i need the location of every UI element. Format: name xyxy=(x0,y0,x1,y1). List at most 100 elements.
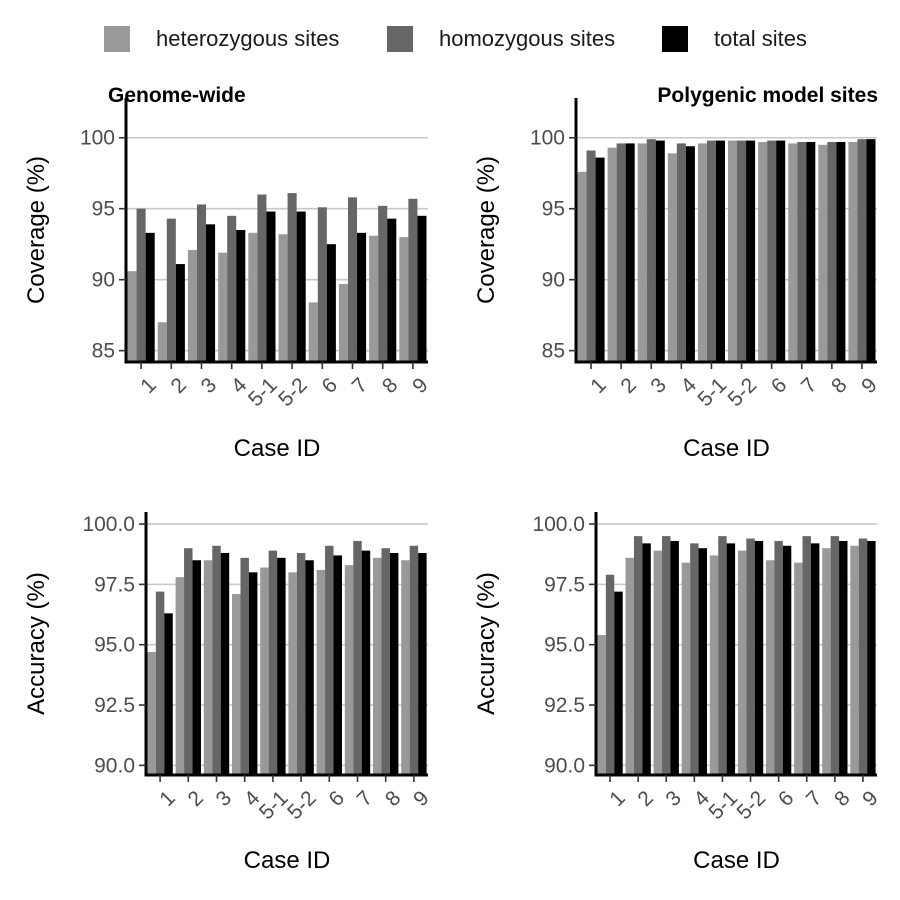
bar xyxy=(848,142,858,362)
x-tick-label: 8 xyxy=(830,786,855,811)
bar xyxy=(806,142,816,362)
bar xyxy=(399,237,409,362)
bar xyxy=(839,540,848,775)
x-tick-label: 2 xyxy=(183,786,208,811)
bar xyxy=(369,235,379,362)
y-tick-label: 95.0 xyxy=(94,634,135,657)
x-tick-label: 6 xyxy=(767,373,792,398)
bar xyxy=(277,557,286,775)
bar xyxy=(616,143,626,362)
legend-label-homozygous: homozygous sites xyxy=(439,26,616,51)
y-tick-label: 100.0 xyxy=(82,513,135,536)
y-tick-label: 100 xyxy=(80,127,115,150)
bar xyxy=(685,146,695,362)
bar xyxy=(206,224,216,362)
bar xyxy=(794,562,803,775)
bar xyxy=(676,143,686,362)
bar xyxy=(347,197,358,362)
bar xyxy=(728,140,738,362)
legend-item-total: total sites xyxy=(662,20,807,58)
bar xyxy=(866,139,876,362)
bar xyxy=(175,264,185,362)
bar xyxy=(767,140,777,362)
bar xyxy=(288,572,297,775)
bar xyxy=(662,536,671,775)
x-axis-title: Case ID xyxy=(683,435,770,462)
x-tick-label: 2 xyxy=(616,373,641,398)
bar xyxy=(175,577,185,775)
bar xyxy=(715,140,725,362)
bar xyxy=(257,194,267,362)
bar xyxy=(145,232,155,362)
y-axis-title: Accuracy (%) xyxy=(23,572,50,715)
bar xyxy=(373,557,382,775)
bar xyxy=(653,550,663,775)
bar xyxy=(357,232,367,362)
bar xyxy=(305,560,314,775)
bar xyxy=(326,244,336,362)
bar xyxy=(218,252,228,362)
bar xyxy=(614,591,623,775)
legend-swatch-total xyxy=(662,26,688,52)
bar xyxy=(287,193,297,362)
bar xyxy=(766,560,775,775)
x-tick-label: 6 xyxy=(324,786,349,811)
legend-item-homozygous: homozygous sites xyxy=(387,20,615,58)
bar xyxy=(418,553,427,775)
bar xyxy=(361,550,371,775)
bar xyxy=(409,545,419,775)
bar xyxy=(378,205,388,362)
x-tick-label: 5-2 xyxy=(274,373,312,411)
bar xyxy=(774,540,783,775)
bar xyxy=(867,540,876,775)
bar xyxy=(408,198,418,362)
y-axis-title: Coverage (%) xyxy=(23,156,50,304)
x-tick-label: 8 xyxy=(378,373,403,398)
bar xyxy=(308,302,318,362)
bar xyxy=(737,140,747,362)
bar xyxy=(248,232,258,362)
y-tick-label: 97.5 xyxy=(94,573,135,596)
x-tick-label: 2 xyxy=(633,786,658,811)
x-tick-label: 3 xyxy=(661,786,686,811)
bar xyxy=(260,567,269,775)
bar xyxy=(850,545,859,775)
panel-title: Genome-wide xyxy=(108,84,246,107)
bar xyxy=(818,144,828,362)
bar xyxy=(698,548,707,775)
y-tick-label: 97.5 xyxy=(544,573,585,596)
bar xyxy=(633,536,643,775)
bar xyxy=(220,553,230,775)
x-tick-label: 5-2 xyxy=(283,786,321,824)
x-tick-label: 7 xyxy=(802,786,827,811)
bar xyxy=(655,140,665,362)
x-tick-label: 5-2 xyxy=(724,373,762,411)
bar xyxy=(164,613,173,775)
y-tick-label: 95 xyxy=(542,198,565,221)
y-tick-label: 95 xyxy=(92,198,115,221)
bar xyxy=(836,142,846,362)
bar xyxy=(325,545,334,775)
bar xyxy=(802,536,811,775)
bar xyxy=(317,207,327,362)
bar xyxy=(344,565,354,775)
bar xyxy=(353,540,362,775)
y-tick-label: 90.0 xyxy=(544,754,585,777)
legend-label-total: total sites xyxy=(714,26,807,51)
y-axis-title: Coverage (%) xyxy=(473,156,500,304)
bar xyxy=(822,548,831,775)
x-tick-label: 8 xyxy=(381,786,406,811)
x-tick-label: 9 xyxy=(408,373,433,398)
bar xyxy=(646,139,656,362)
bar xyxy=(338,283,348,362)
bar xyxy=(147,651,156,775)
y-tick-label: 100 xyxy=(530,127,565,150)
x-tick-label: 7 xyxy=(348,373,373,398)
x-tick-label: 1 xyxy=(155,786,180,811)
bar xyxy=(690,543,699,775)
bar xyxy=(127,271,137,362)
bar xyxy=(192,560,201,775)
